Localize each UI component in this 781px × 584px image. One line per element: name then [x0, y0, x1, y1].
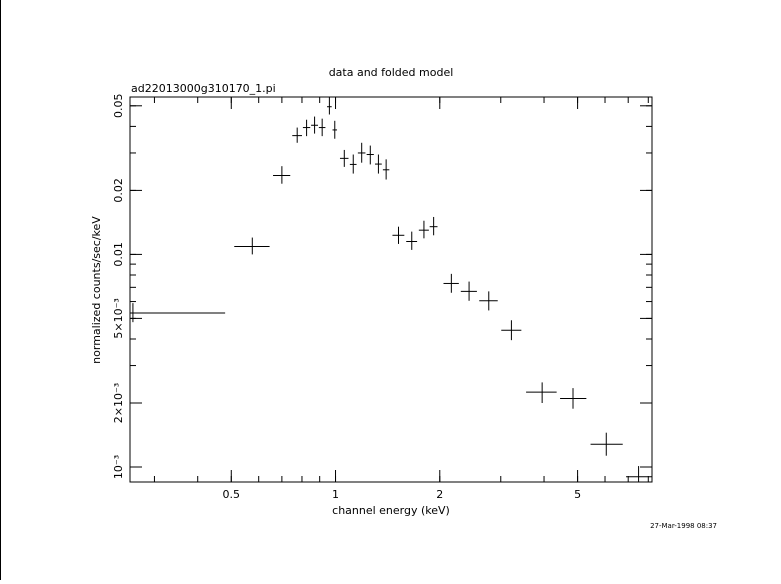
timestamp: 27-Mar-1998 08:37 — [650, 522, 717, 530]
data-point — [311, 116, 319, 134]
data-point — [318, 118, 326, 137]
x-tick-label: 5 — [574, 488, 581, 501]
y-tick-label: 0.01 — [112, 242, 125, 266]
x-tick-label: 0.5 — [223, 488, 241, 501]
y-tick-label: 0.05 — [112, 94, 125, 119]
data-points — [130, 97, 652, 482]
data-point — [357, 142, 366, 163]
data-point — [443, 273, 459, 293]
data-point — [302, 119, 311, 137]
axis-ticks — [130, 97, 652, 482]
data-point — [366, 145, 374, 165]
chart-title: data and folded model — [329, 66, 454, 79]
data-point — [292, 127, 302, 143]
data-point — [327, 97, 332, 115]
data-point — [501, 320, 522, 341]
data-point — [332, 120, 338, 139]
data-point — [429, 216, 438, 236]
data-point — [590, 432, 623, 456]
data-point — [479, 291, 498, 311]
plot-frame — [129, 96, 653, 483]
data-point — [234, 237, 270, 255]
data-point — [418, 220, 429, 239]
x-tick-label: 1 — [332, 488, 339, 501]
data-point — [382, 159, 390, 180]
chart-subtitle: ad22013000g310170_1.pi — [131, 82, 276, 95]
y-axis-label: normalized counts/sec/keV — [90, 216, 103, 364]
data-point — [130, 303, 226, 323]
y-tick-label: 5×10⁻³ — [112, 298, 125, 338]
data-point — [560, 388, 587, 409]
data-point — [406, 231, 418, 250]
y-tick-label: 10⁻³ — [112, 455, 125, 479]
data-point — [349, 154, 357, 174]
data-point — [526, 382, 557, 403]
y-tick-labels: 10⁻³ 2×10⁻³ 5×10⁻³ 0.01 0.02 0.05 — [112, 94, 125, 480]
data-point — [460, 281, 477, 301]
y-tick-label: 0.02 — [112, 178, 125, 203]
data-point — [626, 466, 652, 482]
y-tick-label: 2×10⁻³ — [112, 383, 125, 423]
x-axis-label: channel energy (keV) — [332, 504, 450, 517]
data-point — [339, 149, 349, 167]
x-tick-labels: 0.5 1 2 5 — [223, 488, 582, 501]
data-point — [392, 226, 405, 244]
data-point — [273, 166, 291, 184]
data-point — [374, 154, 382, 174]
x-tick-label: 2 — [436, 488, 443, 501]
window-edge — [0, 0, 1, 580]
